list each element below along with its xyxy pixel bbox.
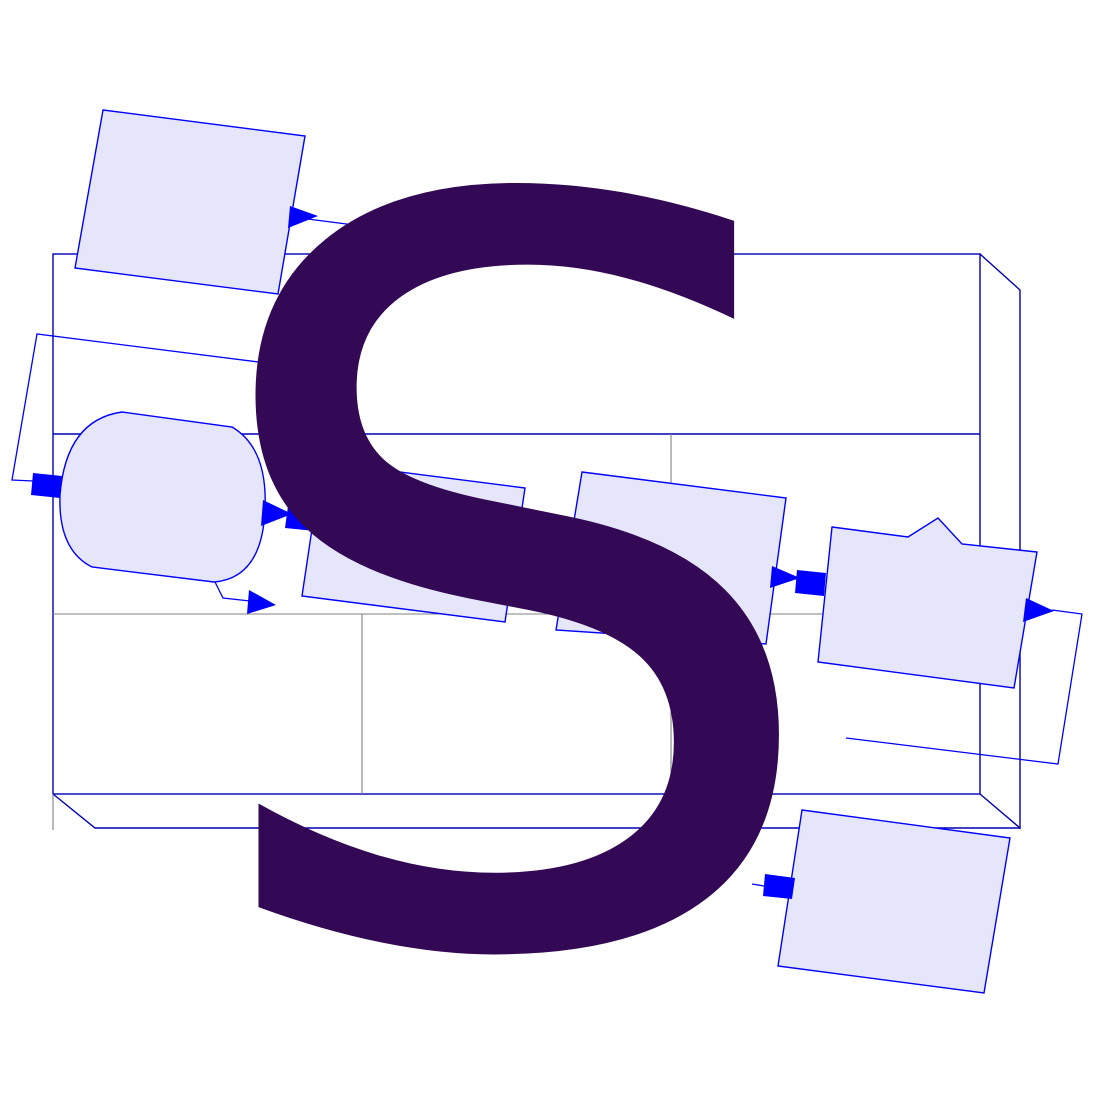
output-port-icon xyxy=(247,590,276,614)
bottom-input-wire xyxy=(751,883,765,887)
frame-right-face xyxy=(979,253,1021,830)
connection-wires xyxy=(11,217,1083,887)
input-port-icon xyxy=(285,506,317,531)
center-block-icon xyxy=(555,471,787,645)
output-port-icon xyxy=(1023,598,1054,622)
frame-bottom-face xyxy=(52,793,1020,829)
bottom-right-block-icon xyxy=(777,809,1011,994)
input-port-icon xyxy=(795,570,826,596)
output-port-icon xyxy=(261,500,292,526)
logo-letter: S xyxy=(188,0,835,1100)
lower-output-wire xyxy=(214,581,251,602)
left-feedback-wire xyxy=(11,333,291,482)
rounded-block-icon xyxy=(59,411,266,583)
top-output-wire xyxy=(299,217,363,227)
center-left-block-icon xyxy=(301,461,526,623)
frame-front-face xyxy=(52,253,981,795)
top-left-block-icon xyxy=(74,109,306,295)
right-feedback-wire xyxy=(845,609,1083,765)
output-port-icon xyxy=(770,566,800,588)
output-port-icon xyxy=(288,206,318,228)
ports xyxy=(31,206,1054,899)
input-port-icon xyxy=(31,473,62,498)
input-port-icon xyxy=(763,874,795,899)
right-block-icon xyxy=(817,517,1038,689)
